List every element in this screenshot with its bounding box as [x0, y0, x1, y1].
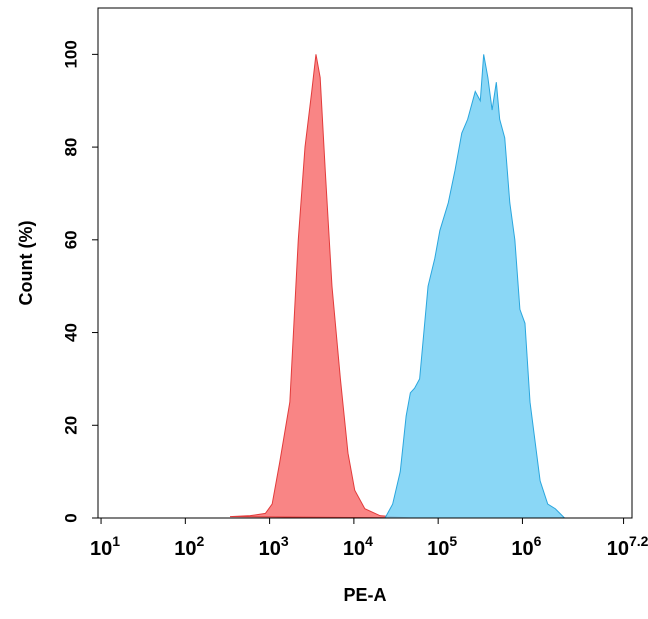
histogram-area	[384, 54, 566, 519]
y-tick-label: 100	[61, 40, 80, 68]
x-tick-label: 101	[90, 533, 120, 560]
x-tick-exponent: 4	[365, 533, 373, 549]
y-axis-label: Count (%)	[16, 221, 36, 306]
x-tick-exponent: 2	[197, 533, 205, 549]
plot-frame	[97, 7, 633, 519]
histogram-area	[229, 54, 411, 519]
y-tick-label: 20	[61, 416, 80, 435]
x-tick-base: 10	[343, 538, 365, 560]
x-tick-base: 10	[90, 538, 112, 560]
x-tick-label: 102	[174, 533, 204, 560]
x-tick-label: 107.2	[607, 533, 648, 560]
y-tick-label: 0	[61, 513, 80, 522]
x-tick-base: 10	[511, 538, 533, 560]
x-tick-exponent: 6	[534, 533, 542, 549]
x-tick-exponent: 3	[281, 533, 289, 549]
x-tick-base: 10	[259, 538, 281, 560]
x-tick-exponent: 5	[449, 533, 457, 549]
x-tick-label: 105	[427, 533, 457, 560]
x-tick-base: 10	[427, 538, 449, 560]
x-tick-label: 104	[343, 533, 373, 560]
y-tick-label: 80	[61, 138, 80, 157]
x-tick-label: 106	[511, 533, 541, 560]
x-tick-base: 10	[607, 538, 629, 560]
y-tick-label: 60	[61, 230, 80, 249]
x-axis-label: PE-A	[343, 585, 386, 605]
x-tick-label: 103	[259, 533, 289, 560]
x-tick-exponent: 1	[112, 533, 120, 549]
y-tick-label: 40	[61, 323, 80, 342]
x-tick-exponent: 7.2	[629, 533, 648, 549]
x-tick-base: 10	[174, 538, 196, 560]
